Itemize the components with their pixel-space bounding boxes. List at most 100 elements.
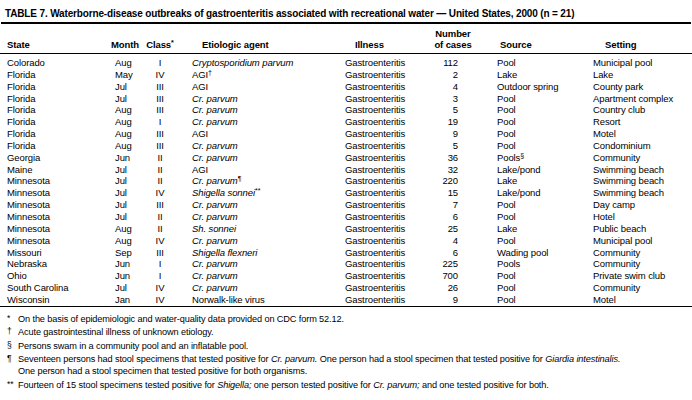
cell-state: Minnesota — [0, 199, 110, 211]
cell-illness: Gastroenteritis — [344, 104, 432, 116]
cell-setting: Public beach — [592, 223, 692, 235]
cell-setting: Community — [592, 258, 692, 270]
cell-etiologic-agent: Norwalk-like virus — [180, 294, 344, 306]
cell-month: Jul — [110, 81, 140, 93]
footnote-text-line: Acute gastrointestinal illness of unknow… — [18, 326, 690, 338]
cell-setting: Private swim club — [592, 270, 692, 282]
cell-setting: Hotel — [592, 211, 692, 223]
cell-illness: Gastroenteritis — [344, 140, 432, 152]
cell-illness: Gastroenteritis — [344, 199, 432, 211]
cell-number-of-cases: 225 — [432, 258, 474, 270]
cell-etiologic-agent: Cr. parvum — [180, 199, 344, 211]
cell-source: Pool — [474, 270, 592, 282]
cell-illness: Gastroenteritis — [344, 270, 432, 282]
cell-etiologic-agent: Cr. parvum — [180, 152, 344, 164]
cell-etiologic-agent: Cryptosporidium parvum — [180, 54, 344, 69]
cell-class: IV — [140, 282, 180, 294]
cell-state: Florida — [0, 104, 110, 116]
cell-class: III — [140, 93, 180, 105]
col-header-state: State — [0, 24, 110, 54]
cell-month: Jun — [110, 258, 140, 270]
cell-class: II — [140, 211, 180, 223]
cell-month: Aug — [110, 54, 140, 69]
table-row: FloridaAugIIICr. parvumGastroenteritis5P… — [0, 140, 692, 152]
cell-state: Florida — [0, 140, 110, 152]
cell-etiologic-agent: AGI — [180, 128, 344, 140]
cell-state: Florida — [0, 81, 110, 93]
cell-setting: Swimming beach — [592, 187, 692, 199]
cell-number-of-cases: 700 — [432, 270, 474, 282]
footnote-text-line: Persons swam in a community pool and an … — [18, 340, 690, 352]
footnote-text-line: One person had a stool specimen that tes… — [18, 365, 690, 377]
cell-etiologic-agent: AGI† — [180, 69, 344, 81]
cell-etiologic-agent: Cr. parvum — [180, 270, 344, 282]
cell-class: III — [140, 104, 180, 116]
cell-class: I — [140, 270, 180, 282]
table-row: MaineJulIIAGIGastroenteritis32Lake/pondS… — [0, 164, 692, 176]
cell-class: II — [140, 152, 180, 164]
cell-etiologic-agent: Sh. sonnei — [180, 223, 344, 235]
cell-state: Nebraska — [0, 258, 110, 270]
cell-number-of-cases: 5 — [432, 104, 474, 116]
cell-state: Georgia — [0, 152, 110, 164]
table-row: South CarolinaJulIVCr. parvumGastroenter… — [0, 282, 692, 294]
cell-setting: County park — [592, 81, 692, 93]
cell-source: Lake — [474, 175, 592, 187]
footnote: **Fourteen of 15 stool specimens tested … — [7, 379, 690, 391]
cell-state: Florida — [0, 93, 110, 105]
footnote-text-line: Seventeen persons had stool specimens th… — [18, 353, 690, 365]
cell-source: Lake/pond — [474, 164, 592, 176]
cell-source: Pool — [474, 235, 592, 247]
footnote-marker: * — [7, 312, 10, 324]
cell-class: III — [140, 199, 180, 211]
col-header-cases-line1: Number — [432, 28, 474, 39]
cell-illness: Gastroenteritis — [344, 223, 432, 235]
footnote: ¶Seventeen persons had stool specimens t… — [7, 353, 690, 378]
cell-illness: Gastroenteritis — [344, 175, 432, 187]
footnote: †Acute gastrointestinal illness of unkno… — [7, 326, 690, 338]
cell-etiologic-agent: Cr. parvum — [180, 282, 344, 294]
cell-number-of-cases: 6 — [432, 247, 474, 259]
cell-etiologic-agent: Cr. parvum — [180, 258, 344, 270]
cell-setting: Municipal pool — [592, 54, 692, 69]
cell-number-of-cases: 6 — [432, 211, 474, 223]
cell-month: Aug — [110, 116, 140, 128]
cell-number-of-cases: 3 — [432, 93, 474, 105]
col-header-illness: Illness — [344, 24, 432, 54]
cell-number-of-cases: 4 — [432, 235, 474, 247]
cell-source: Pool — [474, 211, 592, 223]
cell-number-of-cases: 32 — [432, 164, 474, 176]
table-row: MinnesotaJulIICr. parvumGastroenteritis6… — [0, 211, 692, 223]
cell-state: Ohio — [0, 270, 110, 282]
col-header-cases-line2: of cases — [432, 39, 474, 50]
cell-class: IV — [140, 187, 180, 199]
cell-month: Aug — [110, 104, 140, 116]
table-row: FloridaJulIIIAGIGastroenteritis4Outdoor … — [0, 81, 692, 93]
cell-etiologic-agent: Cr. parvum — [180, 116, 344, 128]
cell-class: I — [140, 54, 180, 69]
table-row: MinnesotaJulIIICr. parvumGastroenteritis… — [0, 199, 692, 211]
table-row: MinnesotaAugIVCr. parvumGastroenteritis4… — [0, 235, 692, 247]
cell-state: Florida — [0, 69, 110, 81]
footnotes: *On the basis of epidemiologic and water… — [7, 313, 690, 391]
cell-source: Pool — [474, 54, 592, 69]
cell-class: III — [140, 81, 180, 93]
cell-illness: Gastroenteritis — [344, 211, 432, 223]
cell-class: I — [140, 116, 180, 128]
cell-etiologic-agent: AGI — [180, 164, 344, 176]
cell-number-of-cases: 9 — [432, 128, 474, 140]
cell-source: Pool — [474, 104, 592, 116]
cell-month: Jul — [110, 211, 140, 223]
cell-class: III — [140, 247, 180, 259]
cell-month: Sep — [110, 247, 140, 259]
cell-state: Missouri — [0, 247, 110, 259]
cell-month: Jun — [110, 152, 140, 164]
cell-illness: Gastroenteritis — [344, 69, 432, 81]
cell-class: IV — [140, 235, 180, 247]
cell-setting: Resort — [592, 116, 692, 128]
cell-illness: Gastroenteritis — [344, 81, 432, 93]
footnote-reference-marker: § — [520, 152, 524, 159]
col-header-agent-label: Etiologic agent — [202, 39, 269, 50]
table-row: FloridaAugIIIAGIGastroenteritis9PoolMote… — [0, 128, 692, 140]
cell-etiologic-agent: Cr. parvum — [180, 140, 344, 152]
